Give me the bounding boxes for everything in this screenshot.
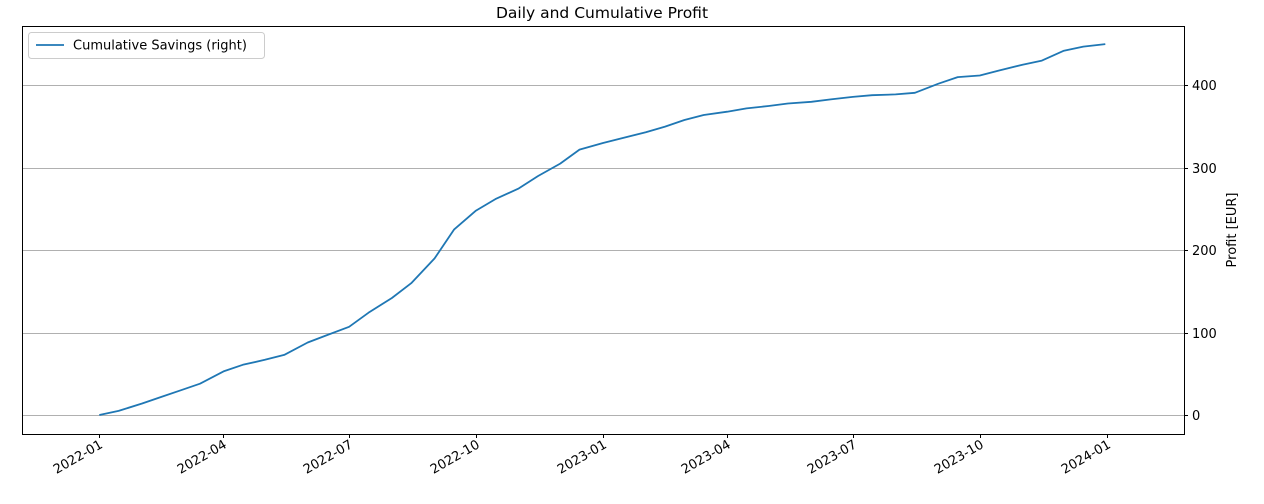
plot-frame [22, 26, 1185, 435]
x-tick-label: 2023-01 [555, 437, 610, 477]
y-axis: 0 100 200 300 400 [1184, 79, 1217, 424]
x-tick-label: 2024-01 [1059, 437, 1114, 477]
x-tick-label: 2022-07 [301, 437, 356, 477]
series-lines [99, 43, 1106, 416]
y-tick-label: 200 [1192, 244, 1217, 259]
y-tick-label: 300 [1192, 162, 1217, 177]
y-tick-label: 100 [1192, 327, 1217, 342]
x-tick-label: 2023-04 [679, 437, 734, 477]
y-axis-label: Profit [EUR] [1225, 193, 1240, 268]
y-tick-label: 400 [1192, 79, 1217, 94]
x-tick-label: 2023-10 [932, 437, 987, 477]
x-tick-label: 2022-10 [428, 437, 483, 477]
y-tick-label: 0 [1192, 409, 1200, 424]
x-tick-label: 2023-07 [805, 437, 860, 477]
x-axis: 2022-01 2022-04 2022-07 2022-10 2023-01 2023-… [51, 434, 1114, 478]
legend: Cumulative Savings (right) [28, 32, 265, 59]
grid-lines [22, 85, 1184, 416]
legend-label: Cumulative Savings (right) [73, 39, 247, 54]
series-line-cumulative-savings [99, 43, 1106, 416]
legend-box [28, 32, 265, 59]
x-tick-label: 2022-01 [51, 437, 106, 477]
chart-title: Daily and Cumulative Profit [496, 4, 708, 22]
x-tick-label: 2022-04 [175, 437, 230, 477]
